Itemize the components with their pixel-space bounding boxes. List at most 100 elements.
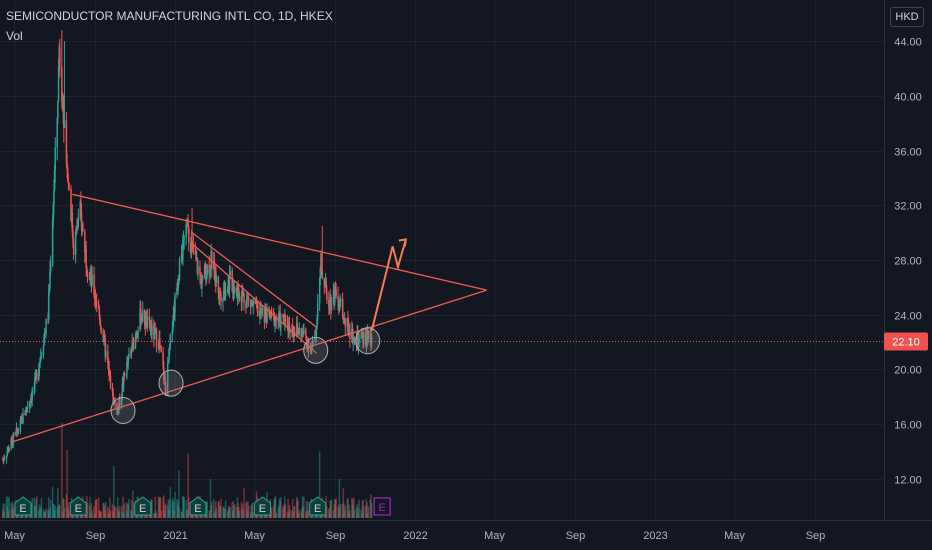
earnings-marker-box[interactable] (14, 496, 32, 516)
volume-bar (163, 510, 166, 518)
volume-bar (306, 512, 308, 518)
drawing-annotations[interactable] (11, 193, 487, 443)
highlight-circle[interactable] (110, 397, 136, 425)
earnings-marker[interactable]: E (309, 496, 327, 516)
earnings-marker[interactable]: E (134, 496, 152, 516)
volume-bar (49, 499, 52, 518)
earnings-marker[interactable]: E (253, 496, 271, 516)
volume-bar (43, 511, 46, 518)
volume-bar (91, 510, 93, 518)
time-tick-label: 2021 (163, 530, 187, 542)
candle-body (91, 274, 93, 286)
candle-body (8, 448, 10, 452)
candle-body (171, 330, 174, 335)
candle-body (233, 291, 235, 293)
highlight-circle[interactable] (158, 369, 184, 397)
trendline-upper-resistance[interactable] (72, 193, 487, 291)
volume-bar (186, 510, 188, 518)
volume-bar (238, 510, 241, 518)
candle-body (339, 298, 342, 302)
projection-path[interactable] (370, 239, 407, 332)
trendline-falling-wedge-top[interactable] (191, 232, 317, 328)
volume-bar (122, 512, 125, 518)
candle-body (107, 351, 109, 364)
volume-bar (366, 502, 368, 518)
candle-body (337, 296, 339, 302)
volume-bar (159, 496, 161, 518)
upcoming-earnings-marker[interactable]: E (373, 497, 391, 516)
candle-body (255, 299, 258, 304)
candle-body (154, 327, 156, 332)
volume-bar (214, 510, 216, 518)
earnings-marker-box[interactable] (134, 496, 152, 516)
candle-body (243, 293, 245, 303)
volume-bar (287, 499, 289, 518)
volume-bar (362, 499, 364, 518)
candle-body (191, 240, 193, 242)
trendline-falling-wedge-bottom[interactable] (191, 243, 317, 354)
earnings-marker-box[interactable] (373, 497, 391, 516)
symbol-legend: SEMICONDUCTOR MANUFACTURING INTL CO, 1D,… (6, 8, 333, 44)
volume-bar (334, 500, 337, 518)
volume-bar (343, 510, 346, 518)
highlight-circle[interactable] (355, 327, 381, 355)
currency-button[interactable]: HKD (890, 7, 924, 27)
volume-bar (353, 497, 355, 518)
candle-body (99, 316, 101, 325)
volume-bar (339, 504, 342, 518)
candle-body (71, 212, 74, 233)
volume-bar (361, 513, 363, 518)
volume-bar (171, 500, 174, 518)
candle-body (250, 303, 253, 306)
candle-body (334, 286, 336, 303)
candle-body (30, 397, 32, 403)
earnings-marker[interactable]: E (69, 496, 87, 516)
volume-bar (274, 496, 277, 518)
candle-body (182, 238, 185, 241)
last-price-label-box (884, 332, 928, 351)
volume-indicator-label[interactable]: Vol (6, 29, 23, 43)
volume-bar (325, 496, 327, 518)
trendline-lower-support[interactable] (11, 289, 487, 443)
volume-bar (282, 509, 285, 518)
earnings-marker-box[interactable] (69, 496, 87, 516)
volume-bar (66, 449, 68, 518)
price-tick-label: 12.00 (894, 475, 922, 487)
earnings-marker-box[interactable] (189, 496, 207, 516)
volume-bar (344, 505, 347, 518)
candle-body (128, 354, 130, 357)
volume-bar (108, 508, 110, 518)
candle-body (103, 334, 106, 340)
candle-body (77, 217, 80, 228)
grid-lines (0, 0, 884, 520)
volume-bar (351, 498, 353, 518)
projection-arrow-head[interactable] (398, 238, 408, 247)
volume-bar (209, 510, 211, 518)
price-axis[interactable]: 12.00 16.00 20.00 24.00 28.00 32.00 36.00 40.00… (894, 37, 922, 487)
earnings-marker[interactable]: E (189, 496, 207, 516)
time-axis[interactable]: May Sep 2021 May Sep 2022 May Sep 2023 May Sep (4, 530, 825, 542)
volume-bar (40, 506, 42, 518)
candle-body (22, 413, 24, 424)
volume-bar (284, 496, 286, 518)
earnings-marker-box[interactable] (309, 496, 327, 516)
highlight-circle[interactable] (303, 336, 329, 364)
earnings-marker-box[interactable] (253, 496, 271, 516)
volume-bar (3, 503, 6, 518)
candle-body (66, 168, 69, 181)
time-tick-label: 2022 (403, 530, 427, 542)
candle-body (201, 280, 203, 289)
candle-body (234, 287, 236, 292)
candle-body (40, 354, 43, 356)
volume-bar (277, 508, 279, 518)
candle-body (325, 281, 327, 293)
candle-body (217, 276, 220, 294)
earnings-marker[interactable]: E (14, 496, 32, 516)
candle-body (94, 297, 97, 300)
candle-body (49, 265, 52, 271)
symbol-title[interactable]: SEMICONDUCTOR MANUFACTURING INTL CO, 1D,… (6, 9, 333, 23)
candle-body (272, 312, 275, 314)
volume-bar (240, 501, 243, 518)
